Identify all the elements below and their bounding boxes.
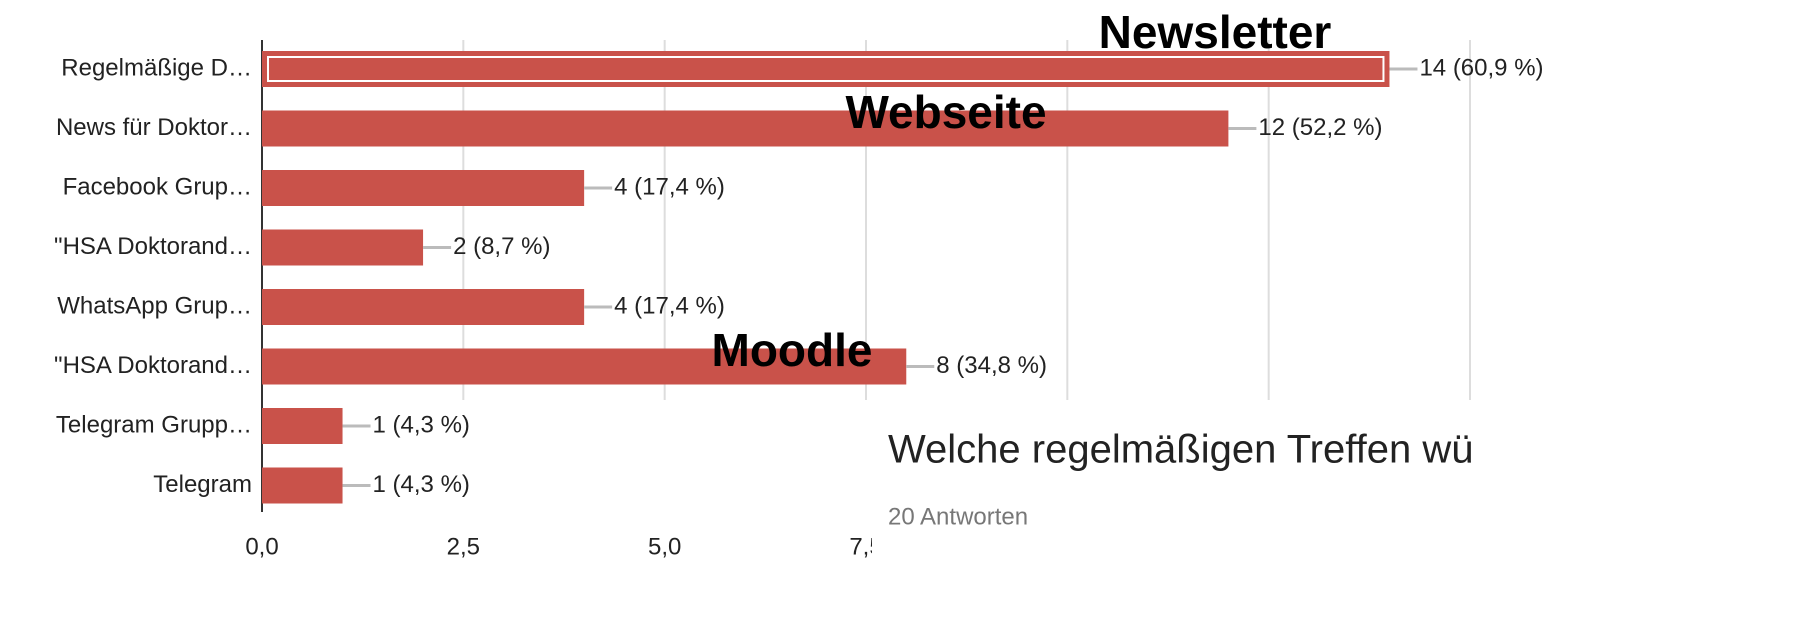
- value-label: 1 (4,3 %): [373, 471, 470, 498]
- overlay-panel: Welche regelmäßigen Treffen wü 20 Antwor…: [872, 402, 1797, 639]
- x-tick-label: 2,5: [447, 533, 480, 560]
- value-label: 14 (60,9 %): [1419, 54, 1543, 81]
- annotation: Moodle: [712, 324, 873, 376]
- y-tick-label: Telegram Grupp…: [56, 411, 252, 438]
- bars: Regelmäßige D… 14 (60,9 %) News für Doktor…: [54, 51, 1544, 504]
- annotations: Newsletter Webseite Moodle: [712, 6, 1332, 376]
- bar: [262, 170, 585, 206]
- annotation: Newsletter: [1099, 6, 1332, 58]
- bar-highlight: [267, 56, 1385, 82]
- y-tick-label: Telegram: [153, 471, 252, 498]
- y-tick-label: "HSA Doktorand…: [54, 352, 252, 379]
- bar: [262, 467, 343, 504]
- y-tick-label: Regelmäßige D…: [61, 54, 252, 81]
- value-label: 8 (34,8 %): [936, 352, 1047, 379]
- value-label: 2 (8,7 %): [453, 233, 550, 260]
- y-tick-label: WhatsApp Grup…: [57, 292, 252, 319]
- bar: [262, 110, 1229, 147]
- annotation: Webseite: [845, 86, 1046, 138]
- y-tick-label: Facebook Grup…: [63, 173, 252, 200]
- bar: [262, 348, 907, 385]
- value-label: 4 (17,4 %): [614, 173, 725, 200]
- panel-background: [872, 402, 1797, 639]
- panel-title: Welche regelmäßigen Treffen wü: [888, 428, 1474, 472]
- bar: [262, 229, 424, 266]
- x-tick-label: 5,0: [648, 533, 681, 560]
- value-label: 1 (4,3 %): [373, 411, 470, 438]
- y-tick-label: News für Doktor…: [56, 114, 252, 141]
- y-tick-label: "HSA Doktorand…: [54, 233, 252, 260]
- bar: [262, 289, 585, 325]
- panel-subtitle: 20 Antworten: [888, 503, 1028, 530]
- x-tick-label: 0,0: [245, 533, 278, 560]
- value-label: 4 (17,4 %): [614, 292, 725, 319]
- bar: [262, 408, 343, 444]
- value-label: 12 (52,2 %): [1258, 114, 1382, 141]
